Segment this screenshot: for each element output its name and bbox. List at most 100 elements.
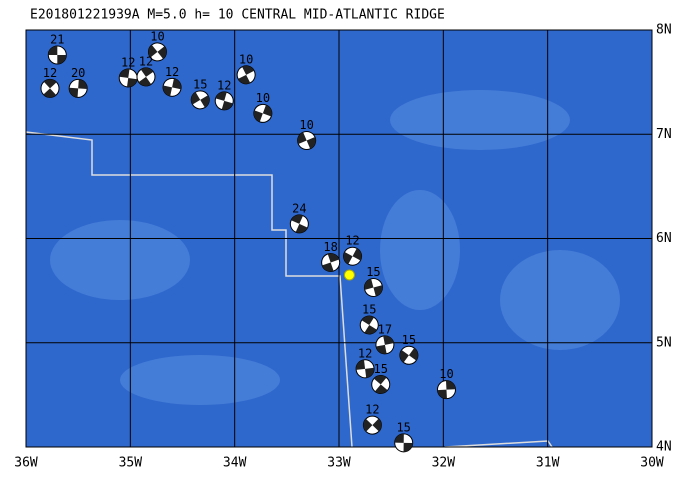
beachball: [297, 131, 317, 151]
beachball: [362, 415, 382, 435]
beachball-quadrant: [343, 251, 353, 265]
beachball-quadrant: [191, 92, 201, 105]
beachball: [253, 103, 273, 123]
beachball-quadrant: [43, 79, 57, 89]
depth-label: 24: [292, 201, 306, 215]
frame: [25, 29, 653, 448]
beachball: [190, 90, 210, 110]
beachball-quadrant: [253, 110, 263, 122]
beachball-quadrant: [372, 418, 382, 432]
y-tick-label: 4N: [656, 440, 672, 455]
depth-label: 12: [139, 54, 153, 68]
depth-label: 10: [150, 29, 164, 43]
beachball-quadrant: [291, 214, 304, 224]
beachball: [436, 380, 456, 400]
beachball-quadrant: [138, 76, 152, 86]
beachball: [289, 214, 309, 234]
plate-boundary: [25, 131, 353, 448]
beachball-quadrant: [297, 132, 307, 145]
beachball-quadrant: [157, 46, 167, 59]
beachball-quadrant: [399, 349, 409, 363]
beachball-quadrant: [140, 67, 154, 77]
beachball-quadrant: [221, 100, 233, 110]
beachball-quadrant: [403, 442, 413, 452]
beachball-quadrant: [365, 367, 375, 378]
x-tick-label: 34W: [223, 456, 247, 471]
depth-label: 10: [239, 52, 253, 66]
depth-label: 15: [396, 420, 410, 434]
beachball-quadrant: [356, 359, 366, 370]
beachball-quadrant: [69, 87, 79, 98]
beachball: [343, 246, 363, 266]
beachball: [375, 335, 395, 355]
beachball-quadrant: [306, 136, 316, 149]
beachball-quadrant: [363, 418, 373, 432]
depth-label: 10: [439, 367, 453, 381]
x-tick-label: 33W: [327, 456, 351, 471]
x-tick-label: 31W: [536, 456, 560, 471]
depth-label: 21: [50, 33, 64, 47]
beachball-quadrant: [364, 325, 377, 335]
beachball-quadrant: [295, 223, 308, 233]
beachball-quadrant: [361, 316, 375, 326]
beachball: [47, 45, 67, 65]
y-tick-label: 6N: [656, 231, 672, 246]
beachball-quadrant: [383, 335, 394, 345]
beachball: [363, 277, 383, 297]
beachball-quadrant: [215, 91, 227, 101]
beachball: [321, 252, 341, 272]
depth-label: 20: [71, 66, 85, 80]
beachball-quadrant: [242, 65, 255, 75]
beachball-quadrant: [48, 46, 58, 56]
depth-label: 15: [402, 333, 416, 347]
depth-label: 12: [165, 65, 179, 79]
depth-label: 15: [374, 362, 388, 376]
beachball-quadrant: [262, 104, 272, 117]
depth-label: 15: [362, 303, 376, 317]
beachball-quadrant: [200, 95, 210, 108]
beachball: [214, 91, 234, 111]
beachball-quadrant: [57, 55, 67, 65]
beachball-quadrant: [408, 347, 418, 361]
beachball-quadrant: [172, 78, 182, 90]
depth-label: 12: [217, 78, 231, 92]
depth-label: 18: [323, 240, 337, 254]
depth-label: 12: [365, 403, 379, 417]
beachball: [236, 65, 256, 85]
depth-label: 15: [366, 265, 380, 279]
beachball: [399, 345, 419, 365]
x-tick-label: 36W: [14, 456, 38, 471]
beachball: [40, 78, 60, 98]
beachball: [147, 42, 167, 62]
beachball-quadrant: [437, 389, 447, 399]
beachball: [394, 433, 414, 453]
beachball-quadrant: [352, 248, 362, 261]
beachball-quadrant: [119, 69, 130, 78]
depth-label: 12: [358, 346, 372, 360]
depth-label: 12: [43, 66, 57, 80]
beachball-quadrant: [238, 74, 251, 84]
depth-label: 10: [256, 91, 270, 105]
beachball-quadrant: [373, 285, 383, 297]
x-tick-label: 35W: [119, 456, 143, 471]
beachball: [162, 77, 182, 97]
beachball: [118, 68, 138, 88]
beachball: [355, 359, 375, 379]
beachball-quadrant: [445, 380, 456, 390]
y-tick-label: 5N: [656, 335, 672, 350]
beachball-quadrant: [78, 79, 88, 90]
x-tick-label: 32W: [432, 456, 456, 471]
y-tick-label: 7N: [656, 127, 672, 142]
y-tick-label: 8N: [656, 23, 672, 38]
epicenter: [343, 269, 355, 281]
depth-label: 12: [121, 55, 135, 69]
depth-label: 12: [345, 234, 359, 248]
beachball-quadrant: [126, 77, 138, 87]
beachball-quadrant: [373, 375, 387, 385]
x-tick-label: 30W: [640, 456, 664, 471]
depth-label: 10: [299, 118, 313, 132]
beachball-quadrant: [394, 433, 404, 443]
beachball-quadrant: [376, 344, 387, 354]
beachball-quadrant: [163, 85, 173, 97]
